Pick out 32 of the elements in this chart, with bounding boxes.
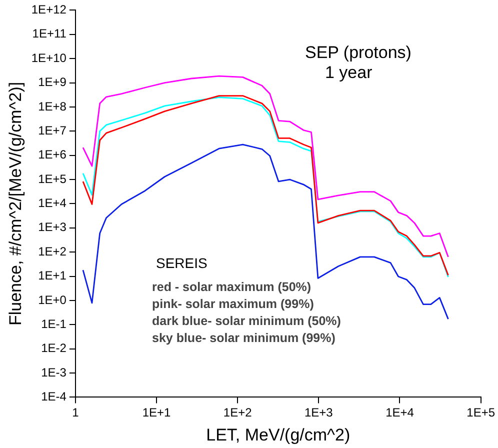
x-tick-label: 1E+1 xyxy=(142,406,172,420)
y-tick-label: 1E+4 xyxy=(38,196,67,210)
annotation: sky blue- solar minimum (99%) xyxy=(152,330,336,347)
y-tick-label: 1E+3 xyxy=(38,220,67,234)
annotation: dark blue- solar minimum (50%) xyxy=(152,313,341,330)
y-tick-label: 1E-3 xyxy=(41,365,67,380)
y-tick-label: 1E+1 xyxy=(38,268,67,283)
y-tick-label: 1E-1 xyxy=(41,316,67,331)
y-tick-label: 1E+10 xyxy=(31,50,67,65)
y-tick-label: 1E+5 xyxy=(38,172,67,186)
x-tick-label: 1E+5 xyxy=(466,406,496,420)
y-tick-label: 1E+12 xyxy=(31,2,67,17)
y-tick-label: 1E+6 xyxy=(38,148,67,162)
annotation: red - solar maximum (50%) xyxy=(152,279,312,296)
y-axis-title: Fluence, #/cm^2/[MeV/(g/cm^2)] xyxy=(6,82,25,326)
y-tick-label: 1E+11 xyxy=(32,26,67,41)
x-tick-label: 1 xyxy=(72,406,80,420)
y-tick-label: 1E+8 xyxy=(38,99,67,114)
x-tick-label: 1E+2 xyxy=(223,406,252,420)
x-axis-title: LET, MeV/(g/cm^2) xyxy=(206,425,350,444)
annotation: pink- solar maximum (99%) xyxy=(152,296,314,313)
y-tick-label: 1E+2 xyxy=(38,244,67,258)
y-tick-label: 1E+7 xyxy=(38,123,67,138)
annotation: SEREIS xyxy=(156,255,208,271)
annotation: SEP (protons) xyxy=(305,43,412,63)
y-tick-label: 1E-2 xyxy=(41,341,67,356)
y-tick-label: 1E+0 xyxy=(38,292,67,307)
y-tick-label: 1E+9 xyxy=(38,75,67,90)
y-tick-label: 1E-4 xyxy=(41,390,67,404)
x-tick-label: 1E+4 xyxy=(386,406,414,420)
annotation: 1 year xyxy=(325,63,372,83)
x-tick-label: 1E+3 xyxy=(304,406,334,420)
